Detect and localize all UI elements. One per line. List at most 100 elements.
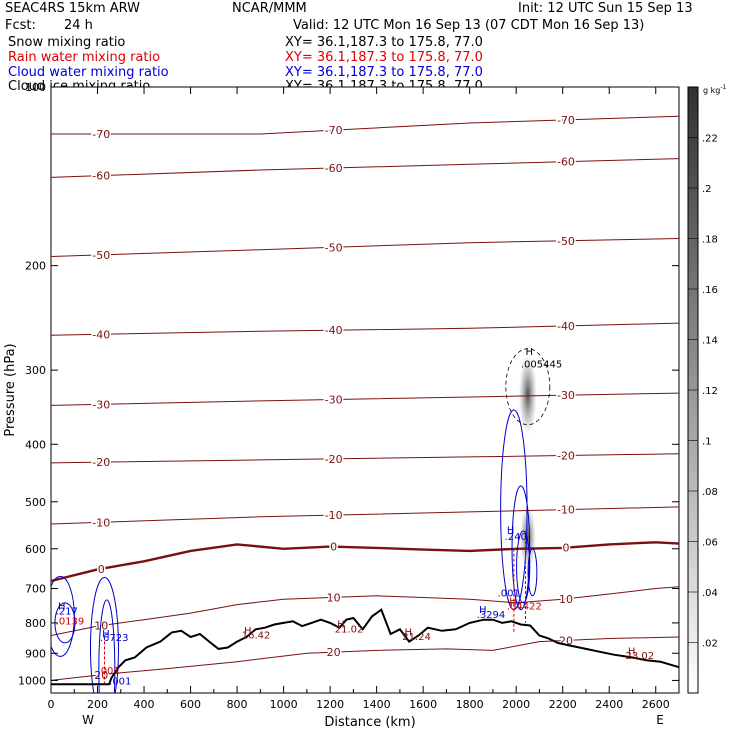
contour-extreme-label: 23.02	[626, 651, 655, 662]
isotherm-label: 0	[98, 563, 105, 576]
isotherm-label: 0	[330, 541, 337, 554]
isotherm-label: -70	[92, 128, 110, 141]
isotherm-label: -60	[92, 170, 110, 183]
colorbar-tick-label: .16	[702, 285, 718, 296]
colorbar-tick-label: .18	[702, 235, 718, 246]
isotherm-line	[51, 238, 679, 257]
isotherm-label: -10	[92, 516, 110, 529]
contour-extreme-label: H	[405, 627, 413, 638]
fcst-label: Fcst:	[5, 18, 36, 33]
isotherm-label: -20	[325, 453, 343, 466]
contour-extreme-label: .001	[109, 676, 131, 687]
isotherm-line	[51, 541, 679, 583]
colorbar-tick-label: .2	[702, 184, 712, 195]
field-name-rain: Rain water mixing ratio	[8, 50, 161, 65]
x-tick-label: 1600	[409, 698, 437, 711]
y-tick-label: 400	[25, 438, 46, 451]
x-tick-label: 0	[48, 698, 55, 711]
field-xy-rain: XY= 36.1,187.3 to 175.8, 77.0	[285, 50, 483, 65]
contour-extreme-label: H	[337, 620, 345, 631]
contour-extreme-label: H	[525, 347, 533, 358]
field-name-cloud-water: Cloud water mixing ratio	[8, 65, 169, 80]
colorbar-tick-label: .1	[702, 437, 712, 448]
x-tick-label: 1800	[456, 698, 484, 711]
y-axis-title: Pressure (hPa)	[3, 343, 18, 436]
isotherm-label: -50	[92, 249, 110, 262]
fcst-value: 24 h	[64, 18, 93, 33]
y-tick-label: 800	[25, 617, 46, 630]
cloud-water-contour	[511, 485, 531, 611]
plot-frame	[50, 86, 680, 694]
isotherm-line	[51, 392, 679, 406]
field-name-snow: Snow mixing ratio	[8, 35, 126, 50]
isotherm-label: -50	[325, 241, 343, 254]
contour-extreme-label: H	[58, 602, 66, 613]
y-tick-label: 600	[25, 543, 46, 556]
isotherm-line	[51, 506, 679, 525]
colorbar-tick-label: .04	[702, 588, 718, 599]
isotherm-label: -30	[325, 394, 343, 407]
snow-shading	[518, 354, 537, 435]
x-tick-label: 2200	[549, 698, 577, 711]
y-tick-label: 500	[25, 496, 46, 509]
cloud-ice-shading	[519, 505, 536, 570]
contour-extreme-label: .001	[498, 588, 520, 599]
isotherm-line	[51, 115, 679, 135]
x-tick-label: 600	[180, 698, 201, 711]
y-tick-label: 100	[25, 81, 46, 94]
contour-extreme-label: 16.42	[242, 631, 271, 642]
isotherm-label: -20	[557, 449, 575, 462]
isotherm-label: -30	[92, 398, 110, 411]
isotherm-label: -40	[557, 320, 575, 333]
contour-extreme-label: 21.02	[335, 624, 364, 635]
y-tick-label: 1000	[18, 674, 46, 687]
isotherm-label: 10	[327, 591, 341, 604]
x-tick-label: 2400	[595, 698, 623, 711]
colorbar-tick-label: .02	[702, 639, 718, 650]
isotherm-line	[51, 322, 679, 336]
contour-extreme-label: .3294	[477, 610, 506, 621]
isotherm-label: -30	[557, 389, 575, 402]
x-tick-label: 2600	[642, 698, 670, 711]
x-tick-label: 800	[227, 698, 248, 711]
cloud-water-contour	[98, 599, 116, 693]
x-tick-label: 2000	[502, 698, 530, 711]
contour-extreme-label: H	[102, 629, 110, 640]
colorbar-tick-label: .14	[702, 336, 718, 347]
isotherm-label: -70	[557, 114, 575, 127]
contour-extreme-label: .0139	[56, 617, 85, 628]
colorbar-tick-label: .06	[702, 538, 718, 549]
east-endpoint-label: E	[656, 713, 664, 727]
isotherm-line	[51, 636, 679, 681]
init-time: Init: 12 UTC Sun 15 Sep 13	[518, 1, 693, 16]
contour-extreme-label: H	[244, 626, 252, 637]
contour-extreme-label: .04422	[507, 602, 542, 613]
isotherm-label: -40	[325, 324, 343, 337]
contour-extreme-label: .217	[56, 607, 78, 618]
west-endpoint-label: W	[82, 713, 94, 727]
isotherm-label: -60	[557, 156, 575, 169]
isotherm-label: -70	[325, 124, 343, 137]
isotherm-label: 20	[327, 646, 341, 659]
isotherm-label: -20	[92, 456, 110, 469]
isotherm-label: -40	[92, 328, 110, 341]
isotherm-label: 10	[94, 620, 108, 633]
contour-extreme-label: H	[507, 525, 515, 536]
x-tick-label: 1200	[316, 698, 344, 711]
cloud-water-contour	[516, 530, 531, 604]
isotherm-line	[51, 453, 679, 464]
isotherm-line	[51, 586, 679, 636]
model-title: SEAC4RS 15km ARW	[5, 1, 141, 16]
x-axis-title: Distance (km)	[324, 715, 415, 730]
colorbar-tick-label: .12	[702, 386, 718, 397]
y-tick-label: 900	[25, 647, 46, 660]
contour-extreme-label: .001	[98, 666, 120, 677]
isotherm-line	[51, 158, 679, 178]
isotherm-label: -10	[325, 509, 343, 522]
y-tick-label: 300	[25, 364, 46, 377]
field-xy-cloud-water: XY= 36.1,187.3 to 175.8, 77.0	[285, 65, 483, 80]
contour-extreme-label: .6723	[100, 633, 129, 644]
isotherm-label: 10	[559, 593, 573, 606]
contour-extreme-label: H	[509, 597, 517, 608]
